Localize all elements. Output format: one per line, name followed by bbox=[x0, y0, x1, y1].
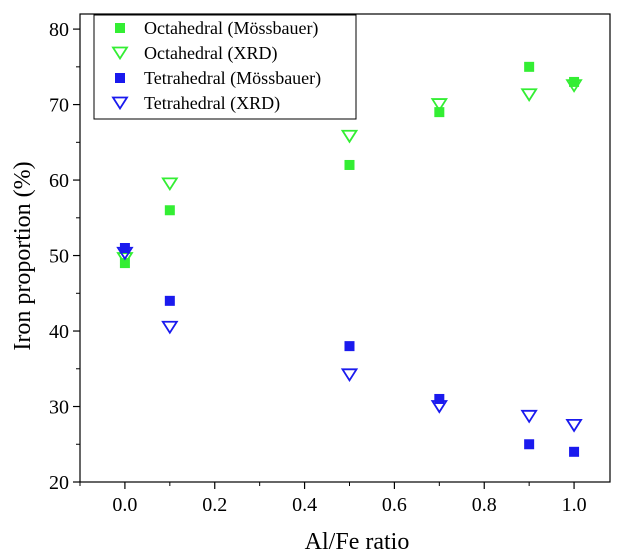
data-point bbox=[434, 107, 445, 118]
y-axis-ticks: 20 30 40 50 60 70 80 bbox=[49, 19, 80, 494]
data-point bbox=[340, 129, 359, 144]
y-tick-label: 80 bbox=[49, 19, 69, 41]
data-point bbox=[520, 409, 538, 424]
data-point bbox=[116, 246, 134, 261]
x-axis-label: Al/Fe ratio bbox=[305, 529, 410, 555]
data-point bbox=[569, 446, 580, 457]
data-point bbox=[340, 368, 359, 382]
data-point bbox=[524, 61, 535, 72]
y-tick-label: 50 bbox=[49, 246, 69, 268]
x-tick-label: 0.4 bbox=[292, 494, 317, 516]
legend-marker bbox=[111, 96, 129, 111]
legend-marker bbox=[115, 73, 125, 83]
series-2 bbox=[116, 79, 583, 266]
legend-label: Octahedral (XRD) bbox=[144, 43, 277, 64]
y-axis-label: Iron proportion (%) bbox=[10, 161, 36, 350]
data-point bbox=[161, 320, 179, 335]
data-point bbox=[161, 177, 179, 192]
y-tick-label: 20 bbox=[49, 472, 69, 494]
x-tick-label: 0.0 bbox=[112, 494, 137, 516]
data-point bbox=[430, 400, 448, 414]
x-axis-ticks: 0.0 0.2 0.4 0.6 0.8 1.0 bbox=[79, 482, 587, 516]
data-point bbox=[520, 88, 538, 102]
data-point bbox=[524, 439, 535, 450]
legend-marker bbox=[111, 46, 129, 61]
legend-label: Tetrahedral (Mössbauer) bbox=[144, 68, 321, 89]
y-tick-label: 30 bbox=[49, 397, 69, 419]
plot-frame bbox=[79, 13, 611, 483]
x-tick-label: 0.2 bbox=[202, 494, 227, 516]
data-point bbox=[569, 76, 580, 87]
data-point bbox=[565, 79, 583, 93]
legend-box bbox=[93, 14, 357, 120]
legend: Octahedral (Mössbauer) Octahedral (XRD) Te… bbox=[93, 14, 357, 120]
series-3 bbox=[119, 243, 580, 457]
plot-area-border bbox=[79, 13, 611, 483]
data-point bbox=[116, 252, 134, 266]
x-tick-label: 0.6 bbox=[382, 494, 407, 516]
y-tick-label: 40 bbox=[49, 321, 69, 343]
data-points bbox=[116, 61, 583, 457]
data-point bbox=[164, 295, 175, 306]
series-4 bbox=[116, 246, 583, 433]
data-point bbox=[344, 341, 355, 352]
legend-label: Tetrahedral (XRD) bbox=[144, 93, 280, 114]
y-tick-label: 60 bbox=[49, 170, 69, 192]
legend-label: Octahedral (Mössbauer) bbox=[144, 18, 318, 39]
data-point bbox=[565, 418, 583, 433]
x-tick-label: 1.0 bbox=[562, 494, 587, 516]
data-point bbox=[430, 98, 448, 112]
data-point bbox=[344, 159, 355, 170]
x-tick-label: 0.8 bbox=[472, 494, 497, 516]
y-tick-label: 70 bbox=[49, 95, 69, 117]
legend-marker bbox=[115, 23, 125, 33]
data-point bbox=[434, 393, 445, 404]
data-point bbox=[164, 205, 175, 216]
